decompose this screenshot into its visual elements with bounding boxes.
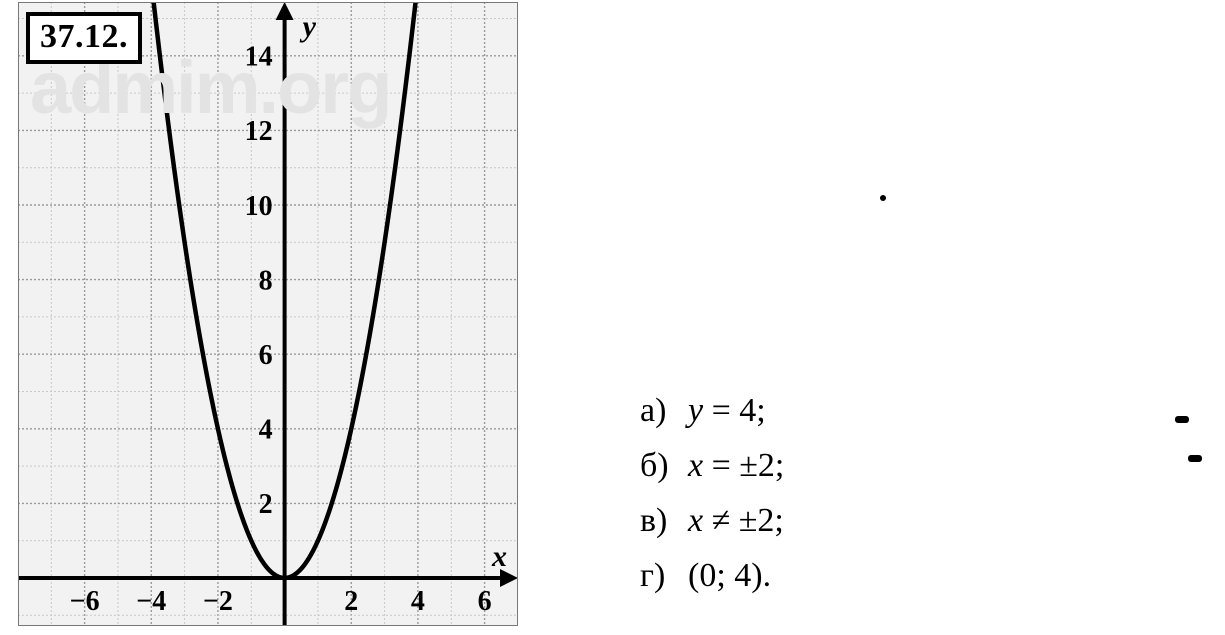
svg-text:12: 12: [245, 116, 273, 147]
answer-text: x = ±2;: [688, 440, 784, 491]
parabola-chart: −6 −4 −2 2 4 6 2 4 6 8 10 12 14 y x: [18, 2, 518, 626]
svg-text:14: 14: [245, 42, 273, 73]
svg-text:4: 4: [259, 415, 273, 446]
answer-letter: б): [640, 440, 688, 491]
answer-v: в) x ≠ ±2;: [640, 495, 784, 546]
svg-text:2: 2: [259, 489, 273, 520]
answer-letter: а): [640, 385, 688, 436]
svg-text:x: x: [491, 540, 507, 573]
chart-container: −6 −4 −2 2 4 6 2 4 6 8 10 12 14 y x: [18, 2, 518, 631]
stray-speck: [1188, 455, 1202, 462]
answer-g: г) (0; 4).: [640, 550, 784, 601]
svg-text:y: y: [300, 10, 317, 43]
answer-letter: г): [640, 550, 688, 601]
svg-text:10: 10: [245, 191, 273, 222]
svg-text:−6: −6: [70, 586, 100, 617]
svg-text:2: 2: [344, 586, 358, 617]
stray-speck: [1175, 416, 1189, 423]
answer-a: а) y = 4;: [640, 385, 784, 436]
answer-b: б) x = ±2;: [640, 440, 784, 491]
answer-text: y = 4;: [688, 385, 766, 436]
stray-dot: [880, 195, 886, 201]
answer-text: x ≠ ±2;: [688, 495, 784, 546]
answer-letter: в): [640, 495, 688, 546]
problem-number-badge: 37.12.: [26, 12, 142, 64]
answers-block: а) y = 4; б) x = ±2; в) x ≠ ±2; г) (0; 4…: [640, 385, 784, 605]
svg-text:−2: −2: [203, 586, 233, 617]
svg-text:4: 4: [411, 586, 425, 617]
answer-text: (0; 4).: [688, 550, 771, 601]
svg-text:−4: −4: [136, 586, 166, 617]
svg-text:6: 6: [478, 586, 492, 617]
svg-text:6: 6: [259, 340, 273, 371]
svg-text:8: 8: [259, 265, 273, 296]
